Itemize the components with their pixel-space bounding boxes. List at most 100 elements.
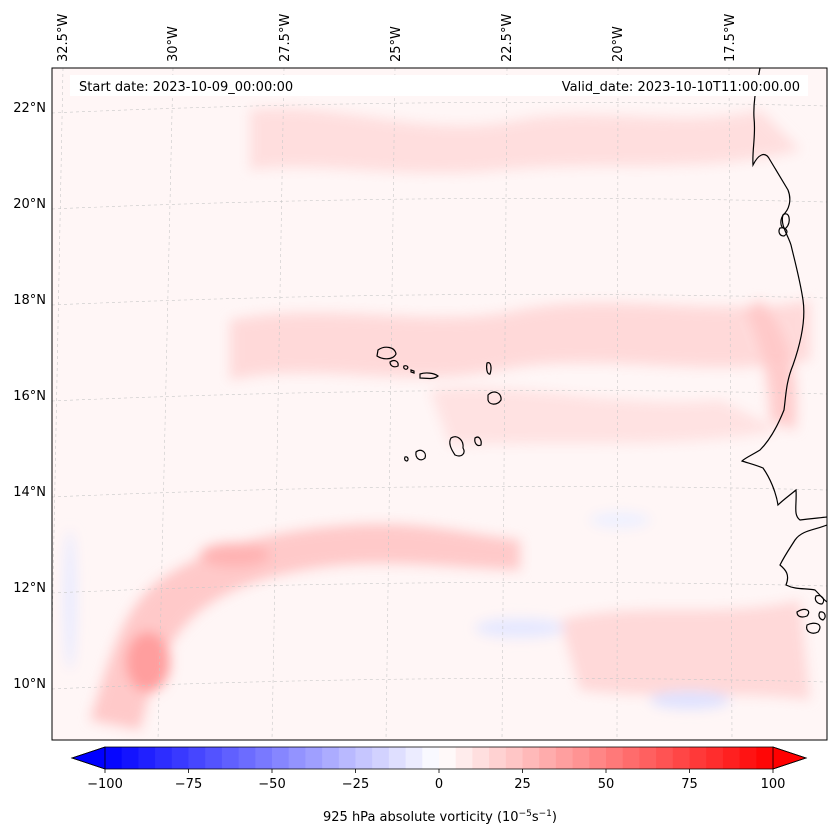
colorbar-cell — [656, 747, 674, 769]
vorticity-band-east-coast — [745, 300, 797, 430]
colorbar-cell — [672, 747, 690, 769]
colorbar-cell — [388, 747, 406, 769]
colorbar-cell — [555, 747, 573, 769]
colorbar-cell — [255, 747, 273, 769]
colorbar-cell — [639, 747, 657, 769]
vorticity-maximum — [126, 632, 170, 692]
colorbar-cell — [221, 747, 239, 769]
colorbar-cell — [205, 747, 223, 769]
colorbar-cell — [722, 747, 740, 769]
valid-date-label: Valid_date: 2023-10-10T11:00:00.00 — [562, 80, 800, 95]
longitude-labels: 32.5°W 30°W 27.5°W 25°W 22.5°W 20°W 17.5… — [56, 14, 738, 62]
colorbar-cell — [622, 747, 640, 769]
colorbar-tick-label: −50 — [258, 777, 285, 792]
coastal-island — [818, 611, 826, 621]
map-panel: Start date: 2023-10-09_00:00:00 Valid_da… — [51, 67, 828, 741]
vorticity-band-south — [560, 600, 810, 700]
colorbar-cell — [138, 747, 156, 769]
colorbar-tick-label: 25 — [514, 777, 531, 792]
island-sal — [486, 362, 492, 375]
colorbar-cell — [489, 747, 507, 769]
island-santa-luzia — [403, 365, 409, 370]
date-banner — [70, 75, 808, 96]
colorbar-cell — [121, 747, 139, 769]
colorbar-cell — [689, 747, 707, 769]
meridian-line — [501, 68, 508, 740]
coastal-island — [796, 608, 810, 618]
parallel-line — [52, 198, 827, 210]
parallel-line — [52, 678, 827, 690]
vorticity-band-south-east — [430, 387, 780, 445]
longitude-label: 22.5°W — [500, 14, 515, 62]
colorbar-cell — [539, 747, 557, 769]
colorbar: −100 −75 −50 −25 0 25 50 75 100 925 hPa absolute… — [70, 746, 808, 825]
vorticity-secondary-max — [200, 543, 270, 567]
colorbar-tick-label: 0 — [435, 777, 443, 792]
latitude-label: 10°N — [13, 677, 46, 692]
colorbar-cell — [572, 747, 590, 769]
colorbar-cell — [272, 747, 290, 769]
coastal-island — [780, 213, 790, 229]
island-boa-vista — [487, 391, 502, 405]
longitude-label: 27.5°W — [278, 14, 293, 62]
longitude-label: 30°W — [166, 26, 181, 62]
colorbar-cell — [105, 747, 123, 769]
colorbar-tick-label: −25 — [342, 777, 369, 792]
start-date-label: Start date: 2023-10-09_00:00:00 — [79, 80, 293, 95]
latitude-labels: 22°N 20°N 18°N 16°N 14°N 12°N 10°N — [13, 101, 46, 692]
longitude-label: 25°W — [389, 26, 404, 62]
map-frame — [51, 67, 828, 741]
colorbar-cell — [589, 747, 607, 769]
vorticity-arc-southwest — [90, 523, 520, 730]
colorbar-extend-high — [772, 746, 808, 770]
colorbar-cell — [439, 747, 457, 769]
coastlines — [376, 68, 827, 634]
colorbar-cell — [739, 747, 757, 769]
parallel-line — [52, 486, 827, 498]
island-maio — [474, 436, 482, 447]
island-santiago — [449, 436, 465, 457]
colorbar-label: 925 hPa absolute vorticity (10−5s−1) — [323, 809, 557, 825]
africa-coastline — [740, 68, 827, 521]
colorbar-tick-label: 50 — [598, 777, 615, 792]
longitude-label: 32.5°W — [56, 14, 71, 62]
island-santo-antao — [376, 346, 397, 360]
latitude-label: 22°N — [13, 101, 46, 116]
island-sao-vicente — [389, 360, 399, 368]
island-sao-nicolau — [410, 369, 415, 374]
meridian-line — [385, 68, 396, 740]
colorbar-cell — [288, 747, 306, 769]
negative-vorticity-patch-4 — [590, 512, 650, 528]
colorbar-cell — [472, 747, 490, 769]
coastal-island — [778, 227, 788, 237]
colorbar-cell — [155, 747, 173, 769]
colorbar-cell — [455, 747, 473, 769]
colorbar-cell — [171, 747, 189, 769]
colorbar-cell — [322, 747, 340, 769]
vorticity-field — [64, 108, 810, 730]
coastal-island — [814, 595, 825, 605]
meridian-line — [616, 68, 619, 740]
latitude-label: 12°N — [13, 581, 46, 596]
latitude-label: 18°N — [13, 293, 46, 308]
longitude-label: 20°W — [611, 26, 626, 62]
latitude-label: 20°N — [13, 197, 46, 212]
latitude-label: 14°N — [13, 485, 46, 500]
colorbar-cell — [505, 747, 523, 769]
longitude-label: 17.5°W — [723, 14, 738, 62]
negative-vorticity-patch-3 — [64, 530, 76, 670]
meridian-line — [271, 68, 285, 740]
colorbar-cell — [305, 747, 323, 769]
parallel-line — [52, 390, 827, 402]
coastal-island — [806, 622, 821, 634]
colorbar-extend-low — [70, 746, 106, 770]
colorbar-cell — [422, 747, 440, 769]
colorbar-cell — [238, 747, 256, 769]
parallel-line — [52, 294, 827, 306]
africa-coastline-south — [779, 524, 827, 603]
colorbar-cell — [756, 747, 774, 769]
island-fogo — [415, 449, 426, 461]
negative-vorticity-patch-2 — [650, 691, 730, 709]
negative-vorticity-patch-1 — [475, 618, 565, 638]
